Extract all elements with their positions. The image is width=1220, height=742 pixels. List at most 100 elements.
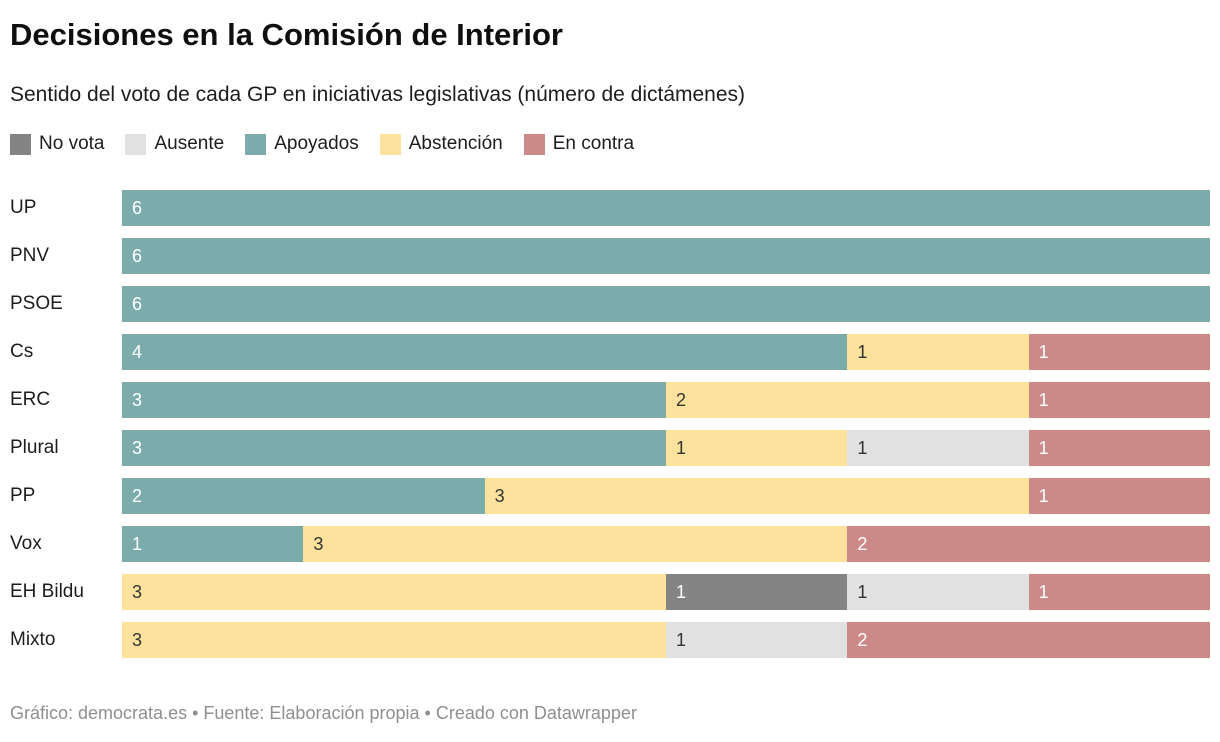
- legend-swatch-apoyados: [245, 133, 267, 155]
- bar-row-mixto: Mixto 3 1 2: [10, 621, 1210, 658]
- chart-footer: Gráfico: democrata.es • Fuente: Elaborac…: [10, 702, 637, 723]
- row-label: Cs: [10, 340, 34, 362]
- segment-value: 1: [1038, 389, 1049, 410]
- segment-value: 4: [132, 341, 143, 362]
- stacked-bar: 3 1 1 1: [122, 573, 1210, 610]
- bar-segment-apoyados: 3: [122, 429, 666, 466]
- legend-item-no-vota: No vota: [10, 133, 104, 156]
- segment-value: 2: [857, 533, 868, 554]
- bar-segment-en-contra: 1: [1028, 429, 1210, 466]
- bar-segment-en-contra: 1: [1028, 477, 1210, 514]
- bar-segment-apoyados: 6: [122, 237, 1210, 274]
- legend-swatch-abstencion: [379, 133, 401, 155]
- bar-row-erc: ERC 3 2 1: [10, 381, 1210, 418]
- bar-segment-apoyados: 3: [122, 381, 666, 418]
- bar-segment-no-vota: 1: [666, 573, 848, 610]
- row-label: ERC: [10, 388, 51, 410]
- bar-segment-abstencion: 3: [303, 525, 848, 562]
- legend-label: Abstención: [408, 133, 503, 155]
- bar-row-pp: PP 2 3 1: [10, 477, 1210, 514]
- segment-value: 1: [132, 533, 143, 554]
- bar-segment-en-contra: 1: [1028, 381, 1210, 418]
- segment-value: 6: [132, 245, 143, 266]
- stacked-bar: 6: [122, 285, 1210, 322]
- segment-value: 1: [1038, 437, 1049, 458]
- bar-segment-ausente: 1: [847, 573, 1029, 610]
- stacked-bar: 3 1 2: [122, 621, 1210, 658]
- legend-swatch-ausente: [125, 133, 147, 155]
- legend: No vota Ausente Apoyados Abstención En contr…: [10, 133, 1210, 156]
- segment-value: 1: [857, 581, 868, 602]
- segment-value: 2: [132, 485, 143, 506]
- stacked-bar: 2 3 1: [122, 477, 1210, 514]
- segment-value: 1: [676, 629, 687, 650]
- stacked-bar: 3 1 1 1: [122, 429, 1210, 466]
- segment-value: 6: [132, 293, 143, 314]
- bar-segment-apoyados: 6: [122, 285, 1210, 322]
- bar-segment-abstencion: 1: [666, 429, 848, 466]
- row-label: EH Bildu: [10, 580, 84, 602]
- bar-segment-abstencion: 3: [122, 621, 666, 658]
- bar-row-vox: Vox 1 3 2: [10, 525, 1210, 562]
- segment-value: 1: [1038, 485, 1049, 506]
- legend-label: Ausente: [154, 133, 225, 155]
- stacked-bar: 1 3 2: [122, 525, 1210, 562]
- legend-item-abstencion: Abstención: [379, 133, 503, 156]
- bar-segment-abstencion: 1: [847, 333, 1029, 370]
- bar-segment-ausente: 1: [666, 621, 848, 658]
- bar-row-plural: Plural 3 1 1 1: [10, 429, 1210, 466]
- segment-value: 1: [676, 437, 687, 458]
- bar-row-psoe: PSOE 6: [10, 285, 1210, 322]
- segment-value: 6: [132, 197, 143, 218]
- segment-value: 3: [494, 485, 505, 506]
- bar-segment-abstencion: 2: [666, 381, 1029, 418]
- segment-value: 1: [857, 341, 868, 362]
- legend-swatch-en-contra: [523, 133, 545, 155]
- bar-segment-apoyados: 6: [122, 189, 1210, 226]
- segment-value: 3: [132, 389, 143, 410]
- bar-segment-en-contra: 1: [1028, 333, 1210, 370]
- bar-row-eh-bildu: EH Bildu 3 1 1 1: [10, 573, 1210, 610]
- chart-title: Decisiones en la Comisión de Interior: [10, 17, 563, 52]
- bar-segment-en-contra: 1: [1028, 573, 1210, 610]
- row-label: UP: [10, 196, 37, 218]
- row-label: Plural: [10, 436, 59, 458]
- stacked-bar: 6: [122, 189, 1210, 226]
- stacked-bar: 3 2 1: [122, 381, 1210, 418]
- bar-row-up: UP 6: [10, 189, 1210, 226]
- bar-segment-abstencion: 3: [484, 477, 1029, 514]
- legend-swatch-no-vota: [10, 133, 31, 155]
- bar-segment-abstencion: 3: [122, 573, 666, 610]
- legend-label: En contra: [552, 133, 635, 155]
- row-label: Vox: [10, 532, 42, 554]
- legend-label: Apoyados: [274, 133, 359, 155]
- bar-row-pnv: PNV 6: [10, 237, 1210, 274]
- segment-value: 1: [1038, 341, 1049, 362]
- segment-value: 3: [132, 629, 143, 650]
- legend-item-en-contra: En contra: [523, 133, 635, 156]
- segment-value: 1: [1038, 581, 1049, 602]
- segment-value: 3: [132, 581, 143, 602]
- bar-segment-ausente: 1: [847, 429, 1029, 466]
- segment-value: 2: [857, 629, 868, 650]
- stacked-bar-chart: UP 6 PNV 6 PSOE 6 Cs 4 1 1 ERC 3 2 1 Plural 3 1 1 1 PP 2 3 1 Vo…: [10, 189, 1210, 658]
- legend-label: No vota: [39, 133, 105, 155]
- segment-value: 1: [676, 581, 687, 602]
- segment-value: 1: [857, 437, 868, 458]
- legend-item-apoyados: Apoyados: [245, 133, 359, 156]
- bar-segment-apoyados: 4: [122, 333, 848, 370]
- stacked-bar: 4 1 1: [122, 333, 1210, 370]
- legend-item-ausente: Ausente: [125, 133, 224, 156]
- bar-segment-apoyados: 2: [122, 477, 485, 514]
- bar-segment-en-contra: 2: [847, 525, 1210, 562]
- bar-row-cs: Cs 4 1 1: [10, 333, 1210, 370]
- chart-subtitle: Sentido del voto de cada GP en iniciativ…: [10, 82, 746, 106]
- row-label: Mixto: [10, 628, 56, 650]
- row-label: PSOE: [10, 292, 63, 314]
- stacked-bar: 6: [122, 237, 1210, 274]
- row-label: PNV: [10, 244, 50, 266]
- segment-value: 2: [676, 389, 687, 410]
- segment-value: 3: [313, 533, 324, 554]
- segment-value: 3: [132, 437, 143, 458]
